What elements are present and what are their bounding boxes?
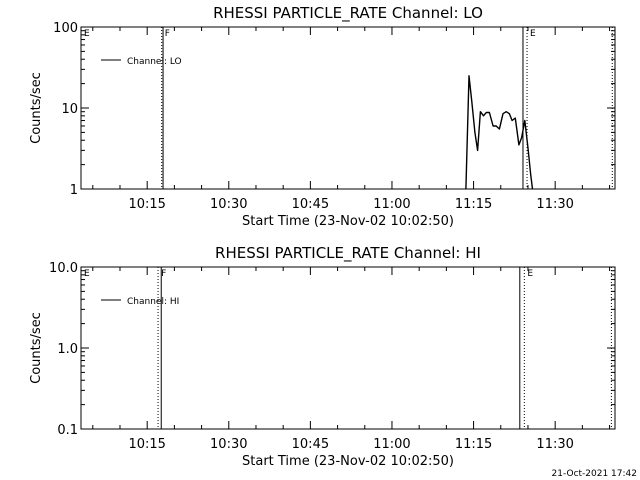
x-tick-label: 11:30 (536, 197, 573, 212)
x-tick-label: 11:30 (536, 437, 573, 452)
x-tick-label: 10:15 (128, 197, 165, 212)
plot-timestamp: 21-Oct-2021 17:42 (552, 469, 637, 479)
x-tick-label: 11:15 (455, 437, 492, 452)
x-tick-label: 11:15 (455, 197, 492, 212)
y-tick-label: 10.0 (49, 261, 78, 276)
y-tick-label: 100 (53, 21, 78, 36)
y-axis-label: Counts/sec (29, 72, 44, 144)
event-marker-label: E (527, 269, 533, 279)
plot-frame (80, 26, 616, 190)
chart-title: RHESSI PARTICLE_RATE Channel: HI (215, 244, 481, 263)
y-tick-label: 10 (61, 102, 78, 117)
x-tick-label: 10:45 (292, 437, 329, 452)
event-marker-label: E (84, 29, 90, 39)
chart-title: RHESSI PARTICLE_RATE Channel: LO (213, 4, 483, 23)
x-tick-label: 11:00 (373, 197, 410, 212)
x-tick-label: 10:15 (128, 437, 165, 452)
x-tick-label: 10:30 (210, 197, 247, 212)
event-marker-label: E (530, 29, 536, 39)
y-tick-label: 1 (70, 183, 78, 198)
y-tick-label: 0.1 (57, 423, 78, 438)
y-axis-label: Counts/sec (29, 312, 44, 384)
y-tick-label: 1.0 (57, 342, 78, 357)
x-axis-label: Start Time (23-Nov-02 10:02:50) (242, 454, 454, 469)
event-marker-label: F (165, 29, 170, 39)
series-line (465, 75, 534, 190)
legend-label: Channel: LO (127, 57, 182, 67)
event-marker-label: F (161, 269, 166, 279)
x-tick-label: 10:30 (210, 437, 247, 452)
x-tick-label: 11:00 (373, 437, 410, 452)
event-marker-label: E (84, 269, 90, 279)
x-tick-label: 10:45 (292, 197, 329, 212)
legend-label: Channel: HI (127, 297, 179, 307)
x-axis-label: Start Time (23-Nov-02 10:02:50) (242, 214, 454, 229)
